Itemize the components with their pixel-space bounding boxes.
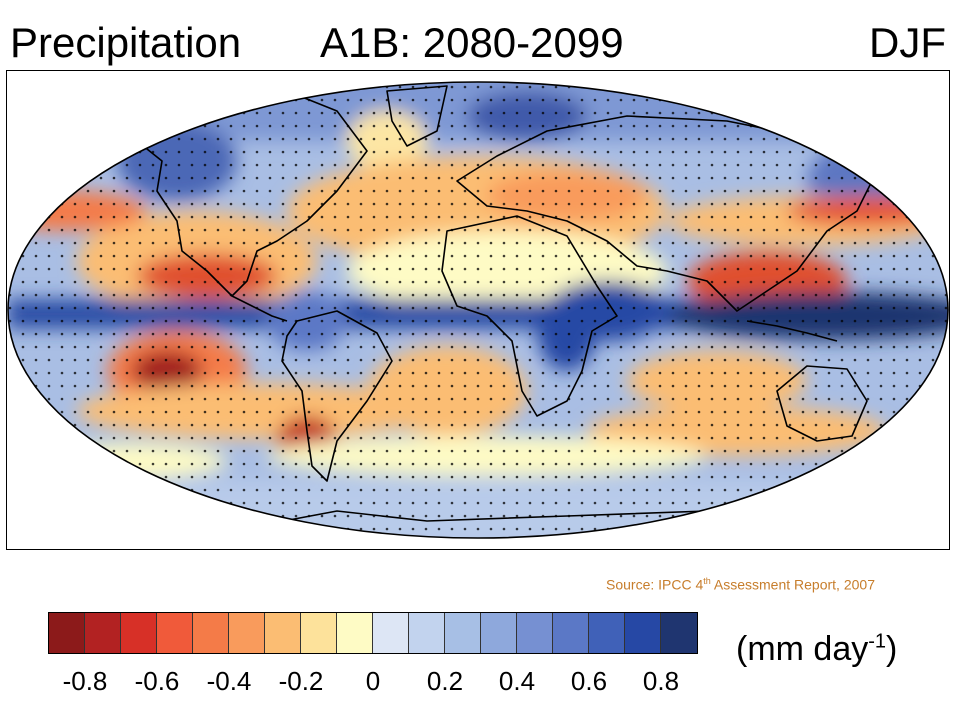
colorbar [48,612,698,654]
units-close: ) [886,630,898,668]
colorbar-swatch [409,613,445,653]
colorbar-swatch [157,613,193,653]
colorbar-swatch [373,613,409,653]
source-prefix: Source: IPCC 4 [606,576,704,593]
source-suffix: Assessment Report, 2007 [710,576,875,593]
season-title: DJF [869,19,946,66]
colorbar-swatch [589,613,625,653]
colorbar-swatch [193,613,229,653]
map-panel [6,70,950,550]
colorbar-swatch [337,613,373,653]
colorbar-swatch [49,613,85,653]
colorbar-swatch [625,613,661,653]
source-note: Source: IPCC 4th Assessment Report, 2007 [606,576,875,593]
colorbar-tick-label: 0.8 [642,666,680,696]
map-outline [7,81,949,539]
units-text: (mm day [736,630,869,668]
units-label: (mm day-1) [736,630,897,669]
variable-title: Precipitation [10,19,242,66]
colorbar-swatch [301,613,337,653]
colorbar-swatch [481,613,517,653]
colorbar-swatch [661,613,697,653]
scenario-title: A1B: 2080-2099 [320,19,624,66]
source-superscript: th [703,576,711,586]
colorbar-tick-label: -0.8 [62,666,108,696]
significance-stippling [8,82,948,538]
colorbar-swatch [445,613,481,653]
colorbar-tick-label: 0.4 [498,666,536,696]
colorbar-swatch [121,613,157,653]
title-row: Precipitation A1B: 2080-2099 DJF [0,0,960,70]
colorbar-swatch [229,613,265,653]
colorbar-swatch [553,613,589,653]
colorbar-tick-label: 0.2 [426,666,464,696]
colorbar-tick-label: 0 [365,666,381,696]
colorbar-tick-label: 0.6 [570,666,608,696]
colorbar-tick-label: -0.2 [278,666,324,696]
colorbar-tick-label: -0.6 [134,666,180,696]
units-superscript: -1 [868,630,887,653]
colorbar-swatch [85,613,121,653]
precipitation-map [7,81,949,539]
colorbar-swatch [517,613,553,653]
colorbar-tick-label: -0.4 [206,666,252,696]
colorbar-swatch [265,613,301,653]
